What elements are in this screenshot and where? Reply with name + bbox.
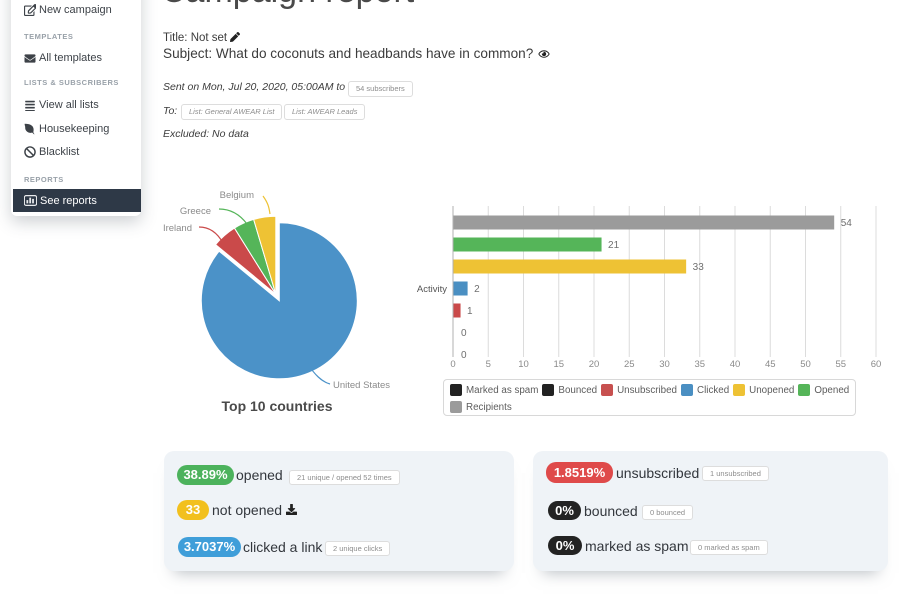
svg-text:Belgium: Belgium [220,190,254,201]
svg-text:Activity: Activity [417,284,447,295]
svg-text:2: 2 [474,284,480,295]
svg-text:1: 1 [467,306,473,317]
svg-text:Ireland: Ireland [163,223,192,234]
svg-text:Greece: Greece [180,206,211,217]
svg-text:55: 55 [835,359,846,370]
svg-text:60: 60 [871,359,882,370]
svg-text:50: 50 [800,359,811,370]
svg-text:10: 10 [518,359,529,370]
svg-text:0: 0 [461,350,467,361]
svg-text:30: 30 [659,359,670,370]
svg-text:54: 54 [841,218,853,229]
svg-text:33: 33 [693,262,705,273]
svg-text:15: 15 [553,359,564,370]
svg-text:25: 25 [624,359,635,370]
svg-text:35: 35 [694,359,705,370]
svg-text:21: 21 [608,240,620,251]
svg-text:United States: United States [333,380,390,391]
svg-text:5: 5 [486,359,491,370]
svg-text:20: 20 [589,359,600,370]
svg-text:0: 0 [461,328,467,339]
svg-text:45: 45 [765,359,776,370]
svg-text:0: 0 [450,359,455,370]
svg-text:40: 40 [730,359,741,370]
